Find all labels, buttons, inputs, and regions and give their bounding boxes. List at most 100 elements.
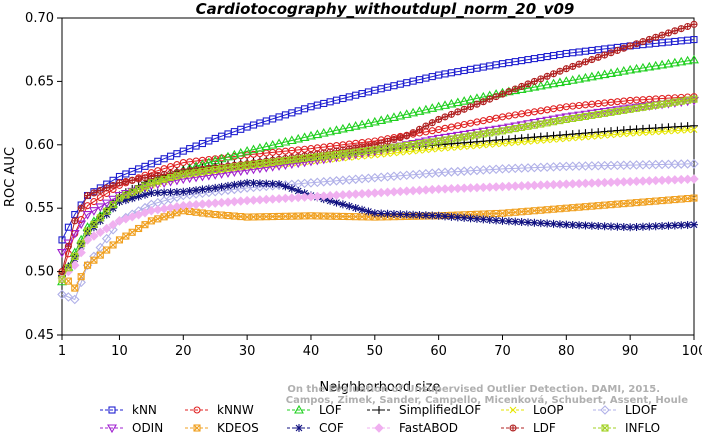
data-point <box>690 220 698 229</box>
data-point <box>613 222 622 231</box>
data-point <box>690 20 698 28</box>
data-point <box>448 144 455 151</box>
data-point <box>306 130 316 140</box>
data-point <box>293 133 304 143</box>
x-tick-label: 10 <box>111 344 128 359</box>
data-point <box>377 139 385 147</box>
data-point <box>561 161 572 172</box>
data-point <box>141 221 149 229</box>
data-point <box>682 55 693 65</box>
data-point <box>108 195 119 205</box>
data-point <box>396 134 404 142</box>
data-point <box>555 220 564 229</box>
data-point <box>601 132 609 139</box>
data-point <box>492 128 500 136</box>
data-point <box>664 29 673 37</box>
data-point <box>101 223 112 234</box>
data-point <box>382 113 393 123</box>
data-point <box>504 217 513 226</box>
data-point <box>671 127 679 135</box>
data-point <box>409 129 417 137</box>
data-point <box>486 141 494 148</box>
series-cof <box>58 178 698 280</box>
data-point <box>460 143 468 150</box>
data-point <box>389 210 398 219</box>
data-point <box>135 175 143 183</box>
data-point <box>670 159 680 169</box>
data-point <box>556 135 564 143</box>
data-point <box>543 72 551 80</box>
data-point <box>108 219 118 230</box>
data-point <box>433 101 444 111</box>
data-point <box>650 159 661 170</box>
data-point <box>447 110 455 118</box>
data-point <box>440 184 450 194</box>
data-point <box>70 260 80 270</box>
data-point <box>657 59 668 69</box>
data-point <box>115 197 124 206</box>
data-point <box>504 163 514 174</box>
data-point <box>454 143 462 151</box>
data-point <box>286 135 297 145</box>
data-point <box>523 83 533 92</box>
data-point <box>511 85 519 93</box>
data-point <box>504 181 514 192</box>
data-point <box>638 176 648 186</box>
data-point <box>147 172 155 181</box>
data-point <box>511 139 519 146</box>
data-point <box>529 81 540 91</box>
data-point <box>682 159 693 169</box>
data-point <box>433 184 444 194</box>
data-point <box>90 256 98 264</box>
data-point <box>82 210 93 220</box>
data-point <box>64 223 72 231</box>
data-point <box>580 178 591 189</box>
data-point <box>548 162 559 172</box>
data-point <box>344 122 355 132</box>
data-point <box>77 273 85 281</box>
data-point <box>460 213 469 222</box>
data-point <box>523 180 533 191</box>
data-point <box>428 145 436 153</box>
data-point <box>179 187 188 196</box>
data-point <box>510 163 521 174</box>
data-point <box>409 147 417 155</box>
data-point <box>122 178 130 186</box>
data-point <box>134 192 143 201</box>
data-point <box>650 175 661 186</box>
data-point <box>71 252 79 260</box>
data-point <box>101 233 112 244</box>
data-point <box>115 236 124 244</box>
data-point <box>569 62 577 70</box>
legend-label: LDOF <box>625 403 657 417</box>
data-point <box>184 174 195 184</box>
data-point <box>499 140 506 147</box>
data-point <box>103 184 111 192</box>
data-point <box>555 161 565 172</box>
data-point <box>562 135 570 142</box>
data-point <box>690 194 698 202</box>
data-point <box>594 132 602 140</box>
data-point <box>422 122 430 130</box>
data-point <box>236 179 245 188</box>
data-point <box>210 171 221 180</box>
y-tick-label: 0.55 <box>25 201 54 216</box>
data-point <box>384 137 392 145</box>
legend-item-cof: COF <box>287 421 344 434</box>
data-point <box>191 173 202 183</box>
data-point <box>185 186 194 195</box>
data-point <box>203 171 214 181</box>
data-point <box>633 129 640 137</box>
data-point <box>401 109 412 118</box>
data-point <box>639 103 647 111</box>
data-point <box>435 126 443 134</box>
data-point <box>505 87 513 96</box>
data-point <box>569 134 577 142</box>
data-point <box>281 182 290 191</box>
data-point <box>645 222 654 231</box>
data-point <box>645 35 653 43</box>
data-point <box>358 205 367 214</box>
data-point <box>64 264 72 272</box>
data-point <box>192 186 201 195</box>
data-point <box>83 227 92 235</box>
